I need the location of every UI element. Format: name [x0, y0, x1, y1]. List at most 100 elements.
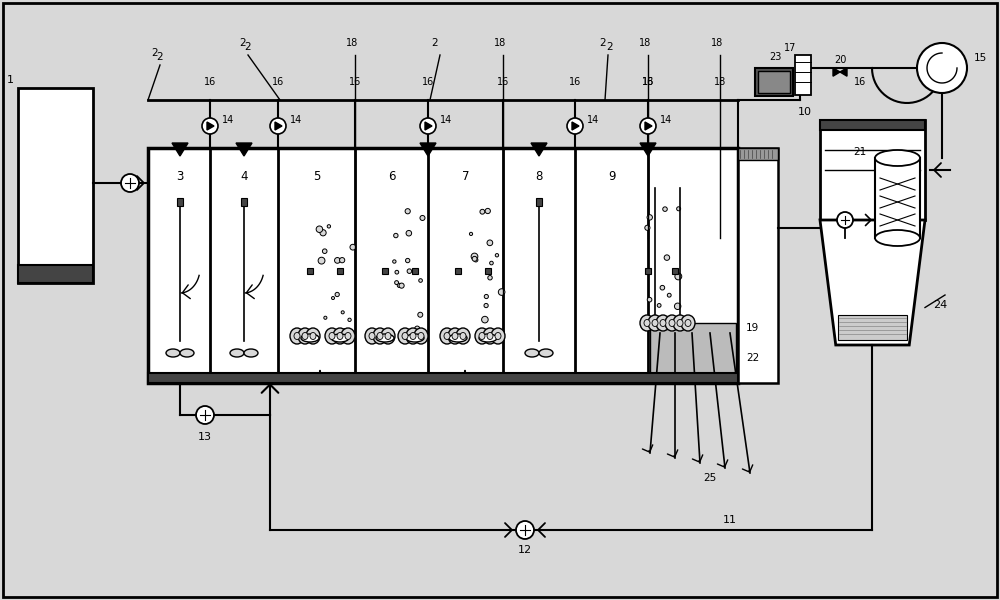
- Text: 9: 9: [608, 169, 616, 182]
- Ellipse shape: [385, 332, 391, 340]
- Ellipse shape: [410, 332, 416, 340]
- Text: 21: 21: [853, 147, 867, 157]
- Text: 20: 20: [834, 55, 846, 65]
- Circle shape: [350, 244, 356, 250]
- Ellipse shape: [377, 332, 383, 340]
- Ellipse shape: [460, 332, 466, 340]
- Circle shape: [487, 240, 493, 245]
- Ellipse shape: [398, 328, 412, 344]
- Text: 2: 2: [152, 48, 158, 58]
- Circle shape: [399, 283, 404, 288]
- Ellipse shape: [440, 328, 454, 344]
- Text: 22: 22: [746, 353, 759, 363]
- Ellipse shape: [290, 328, 304, 344]
- Ellipse shape: [448, 328, 462, 344]
- Circle shape: [327, 224, 331, 228]
- Circle shape: [394, 233, 398, 238]
- Ellipse shape: [677, 319, 683, 326]
- Bar: [838, 315, 907, 340]
- Ellipse shape: [669, 319, 675, 326]
- Bar: [820, 120, 925, 220]
- Text: 18: 18: [346, 38, 358, 48]
- Circle shape: [647, 298, 652, 302]
- Bar: [738, 148, 778, 160]
- Bar: [382, 268, 388, 274]
- Bar: [18, 88, 93, 283]
- Text: 5: 5: [313, 169, 321, 182]
- Ellipse shape: [479, 334, 497, 342]
- Circle shape: [471, 253, 478, 260]
- Circle shape: [663, 207, 667, 211]
- Circle shape: [480, 209, 485, 214]
- Circle shape: [675, 273, 682, 280]
- Ellipse shape: [539, 349, 553, 357]
- Ellipse shape: [373, 328, 387, 344]
- Circle shape: [419, 278, 422, 283]
- Text: 18: 18: [642, 77, 654, 87]
- Polygon shape: [840, 68, 847, 76]
- Ellipse shape: [673, 315, 687, 331]
- Ellipse shape: [302, 332, 308, 340]
- Text: 2: 2: [157, 52, 163, 62]
- Text: 23: 23: [769, 52, 781, 62]
- Bar: [875, 158, 920, 238]
- Ellipse shape: [452, 332, 458, 340]
- Text: 2: 2: [240, 38, 246, 48]
- Ellipse shape: [875, 150, 920, 166]
- Bar: [455, 268, 461, 274]
- Circle shape: [917, 43, 967, 93]
- Circle shape: [660, 286, 665, 290]
- Ellipse shape: [166, 349, 180, 357]
- Circle shape: [393, 260, 396, 263]
- Circle shape: [418, 312, 423, 317]
- Circle shape: [407, 269, 412, 274]
- Polygon shape: [207, 122, 214, 130]
- Polygon shape: [425, 122, 432, 130]
- Circle shape: [657, 304, 661, 307]
- Text: 16: 16: [422, 77, 434, 87]
- Circle shape: [341, 311, 344, 314]
- Text: 16: 16: [349, 77, 361, 87]
- Ellipse shape: [301, 334, 319, 342]
- Bar: [645, 268, 651, 274]
- Text: 16: 16: [204, 77, 216, 87]
- Ellipse shape: [665, 315, 679, 331]
- Ellipse shape: [681, 315, 695, 331]
- Ellipse shape: [331, 334, 349, 342]
- Text: 14: 14: [587, 115, 599, 125]
- Circle shape: [397, 283, 401, 287]
- Text: 2: 2: [432, 38, 438, 48]
- Ellipse shape: [449, 334, 467, 342]
- Ellipse shape: [525, 349, 539, 357]
- Text: 18: 18: [639, 38, 651, 48]
- Text: 16: 16: [642, 77, 654, 87]
- Polygon shape: [640, 143, 656, 156]
- Polygon shape: [172, 143, 188, 156]
- Ellipse shape: [418, 332, 424, 340]
- Circle shape: [482, 316, 488, 323]
- Text: 16: 16: [497, 77, 509, 87]
- Circle shape: [335, 292, 339, 296]
- Bar: [672, 268, 678, 274]
- Ellipse shape: [483, 328, 497, 344]
- Text: 18: 18: [494, 38, 506, 48]
- Ellipse shape: [640, 315, 654, 331]
- Ellipse shape: [244, 349, 258, 357]
- Ellipse shape: [660, 319, 666, 326]
- Ellipse shape: [487, 332, 493, 340]
- Ellipse shape: [444, 332, 450, 340]
- Ellipse shape: [479, 332, 485, 340]
- Text: 14: 14: [222, 115, 234, 125]
- Polygon shape: [820, 220, 925, 345]
- Bar: [148, 148, 738, 383]
- Polygon shape: [236, 143, 252, 156]
- Ellipse shape: [406, 328, 420, 344]
- Ellipse shape: [325, 328, 339, 344]
- Circle shape: [405, 209, 410, 214]
- Polygon shape: [572, 122, 579, 130]
- Ellipse shape: [414, 328, 428, 344]
- Polygon shape: [645, 122, 652, 130]
- Circle shape: [484, 295, 488, 299]
- Text: 7: 7: [462, 169, 470, 182]
- Ellipse shape: [685, 319, 691, 326]
